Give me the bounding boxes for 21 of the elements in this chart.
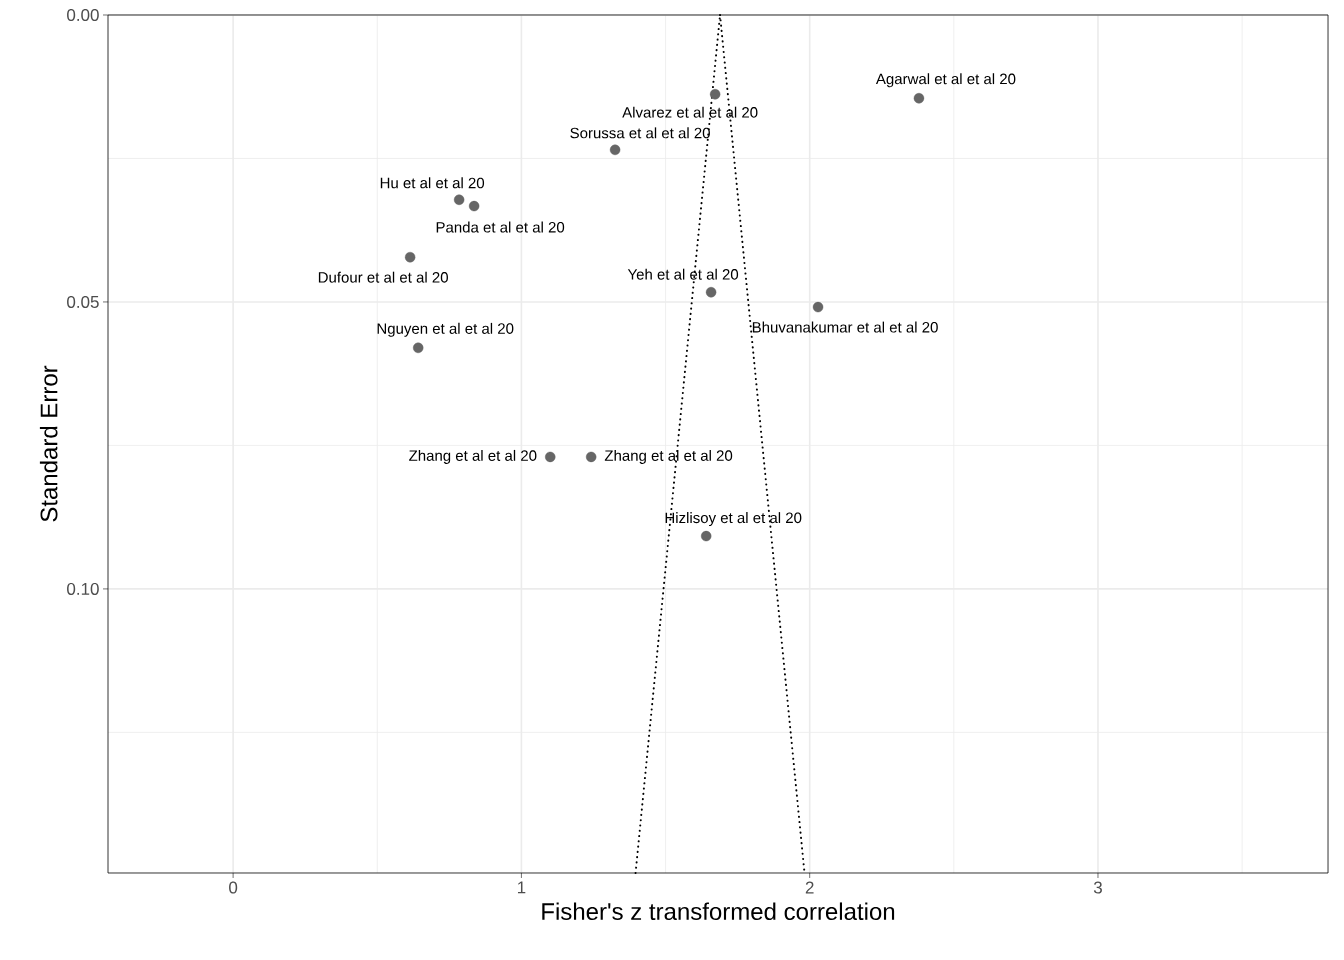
y-tick-label: 0.00 xyxy=(67,8,99,22)
annotation: Alvarez et al et al 20 xyxy=(622,106,758,118)
y-axis-title: Standard Error xyxy=(39,365,58,522)
annotation: Hu et al et al 20 xyxy=(380,177,485,189)
y-tick-label: 0.10 xyxy=(67,582,99,595)
annotation: Dufour et al et al 20 xyxy=(318,271,448,283)
annotation: Yeh et al et al 20 xyxy=(627,268,739,280)
x-tick-label: 3 xyxy=(1093,881,1102,894)
y-tick-label: 0.05 xyxy=(67,295,99,308)
annotation: Agarwal et al et al 20 xyxy=(875,73,1016,88)
annotation: Panda et al et al 20 xyxy=(436,221,565,233)
annotation: Zhang et al et al 20 xyxy=(409,449,537,464)
x-tick-label: 1 xyxy=(517,881,526,894)
annotation: Hizlisoy et al et al 20 xyxy=(665,512,802,527)
x-tick-label: 0 xyxy=(229,881,238,894)
x-tick-label: 2 xyxy=(805,881,814,894)
annotation: Sorussa et al et al 20 xyxy=(570,127,710,139)
annotation: Bhuvanakumar et al et al 20 xyxy=(752,321,938,333)
x-axis-title: Fisher's z transformed correlation xyxy=(542,902,895,921)
annotation: Zhang et al et al 20 xyxy=(604,449,733,464)
annotation: Nguyen et al et al 20 xyxy=(377,322,514,337)
